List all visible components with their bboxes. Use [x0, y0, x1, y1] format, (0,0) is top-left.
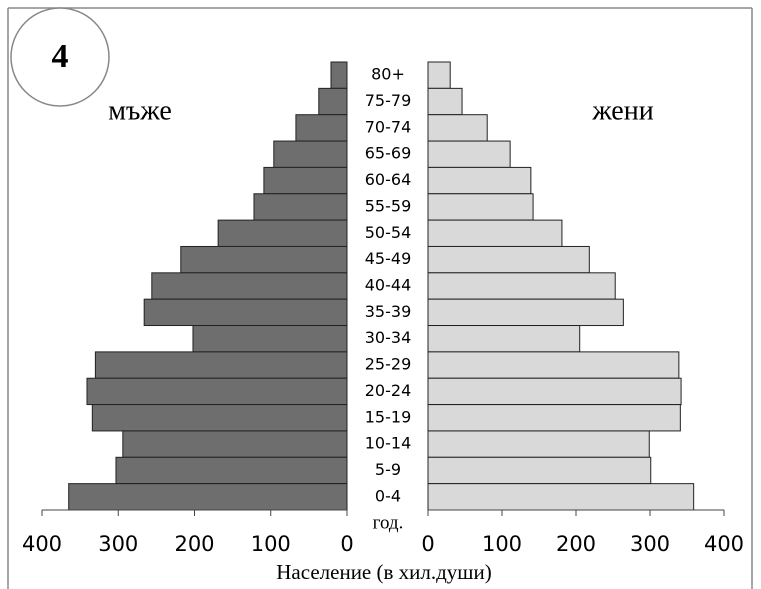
x-tick-label-right: 100	[482, 532, 522, 556]
bar-female	[427, 298, 624, 327]
bar-female	[427, 430, 650, 458]
x-axis-label: Население (в хил.души)	[276, 560, 491, 584]
category-label: 10-14	[365, 434, 412, 453]
bar-male	[263, 166, 348, 195]
male-label: мъже	[108, 95, 172, 126]
bar-female	[427, 272, 616, 300]
bar-female	[427, 351, 680, 379]
category-label: 60-64	[365, 170, 412, 189]
bar-male	[318, 87, 348, 116]
category-label: 40-44	[365, 276, 412, 295]
bar-male	[192, 325, 348, 353]
category-label: год.	[373, 512, 404, 533]
x-tick-label-right: 0	[421, 532, 434, 556]
category-label: 70-74	[365, 117, 412, 136]
category-label: 75-79	[365, 91, 412, 110]
female-label: жени	[591, 95, 653, 126]
x-tick-label-left: 300	[98, 532, 138, 556]
bar-female	[427, 245, 590, 274]
x-tick-label-left: 400	[22, 532, 62, 556]
x-tick-label-right: 300	[630, 532, 670, 556]
category-label: 35-39	[365, 302, 412, 321]
bar-male	[180, 245, 348, 274]
bar-male	[122, 430, 348, 458]
bar-female	[427, 193, 534, 221]
bar-male	[295, 114, 348, 142]
x-tick-label-left: 200	[174, 532, 214, 556]
bar-male	[94, 351, 348, 379]
x-tick-label-right: 400	[704, 532, 744, 556]
bar-male	[86, 377, 348, 406]
category-label: 5-9	[375, 460, 401, 479]
bar-female	[427, 456, 652, 485]
badge-circle	[10, 7, 110, 107]
bar-female	[427, 219, 563, 247]
category-label: 65-69	[365, 144, 412, 163]
category-label: 15-19	[365, 407, 412, 426]
bar-male	[217, 219, 348, 247]
bar-male	[330, 61, 348, 89]
bar-male	[143, 298, 348, 327]
bar-male	[68, 483, 348, 511]
category-label: 20-24	[365, 381, 412, 400]
bar-male	[273, 140, 348, 168]
bar-male	[253, 193, 348, 221]
bar-female	[427, 377, 682, 406]
bar-male	[151, 272, 348, 300]
bar-female	[427, 166, 532, 195]
bar-female	[427, 140, 511, 168]
category-label: 25-29	[365, 355, 412, 374]
x-tick-label-left: 0	[340, 532, 353, 556]
category-label: 0-4	[375, 486, 401, 505]
category-label: 80+	[371, 65, 405, 84]
category-label: 55-59	[365, 196, 412, 215]
category-label: 30-34	[365, 328, 412, 347]
category-label: 45-49	[365, 249, 412, 268]
bar-female	[427, 87, 463, 116]
bar-female	[427, 61, 451, 89]
bar-female	[427, 325, 581, 353]
x-tick-label-right: 200	[556, 532, 596, 556]
bar-female	[427, 404, 681, 432]
category-label: 50-54	[365, 223, 412, 242]
bar-male	[115, 456, 348, 485]
bar-female	[427, 114, 488, 142]
badge: 4	[52, 38, 69, 75]
bar-male	[91, 404, 348, 432]
bar-female	[427, 483, 695, 511]
x-tick-label-left: 100	[251, 532, 291, 556]
